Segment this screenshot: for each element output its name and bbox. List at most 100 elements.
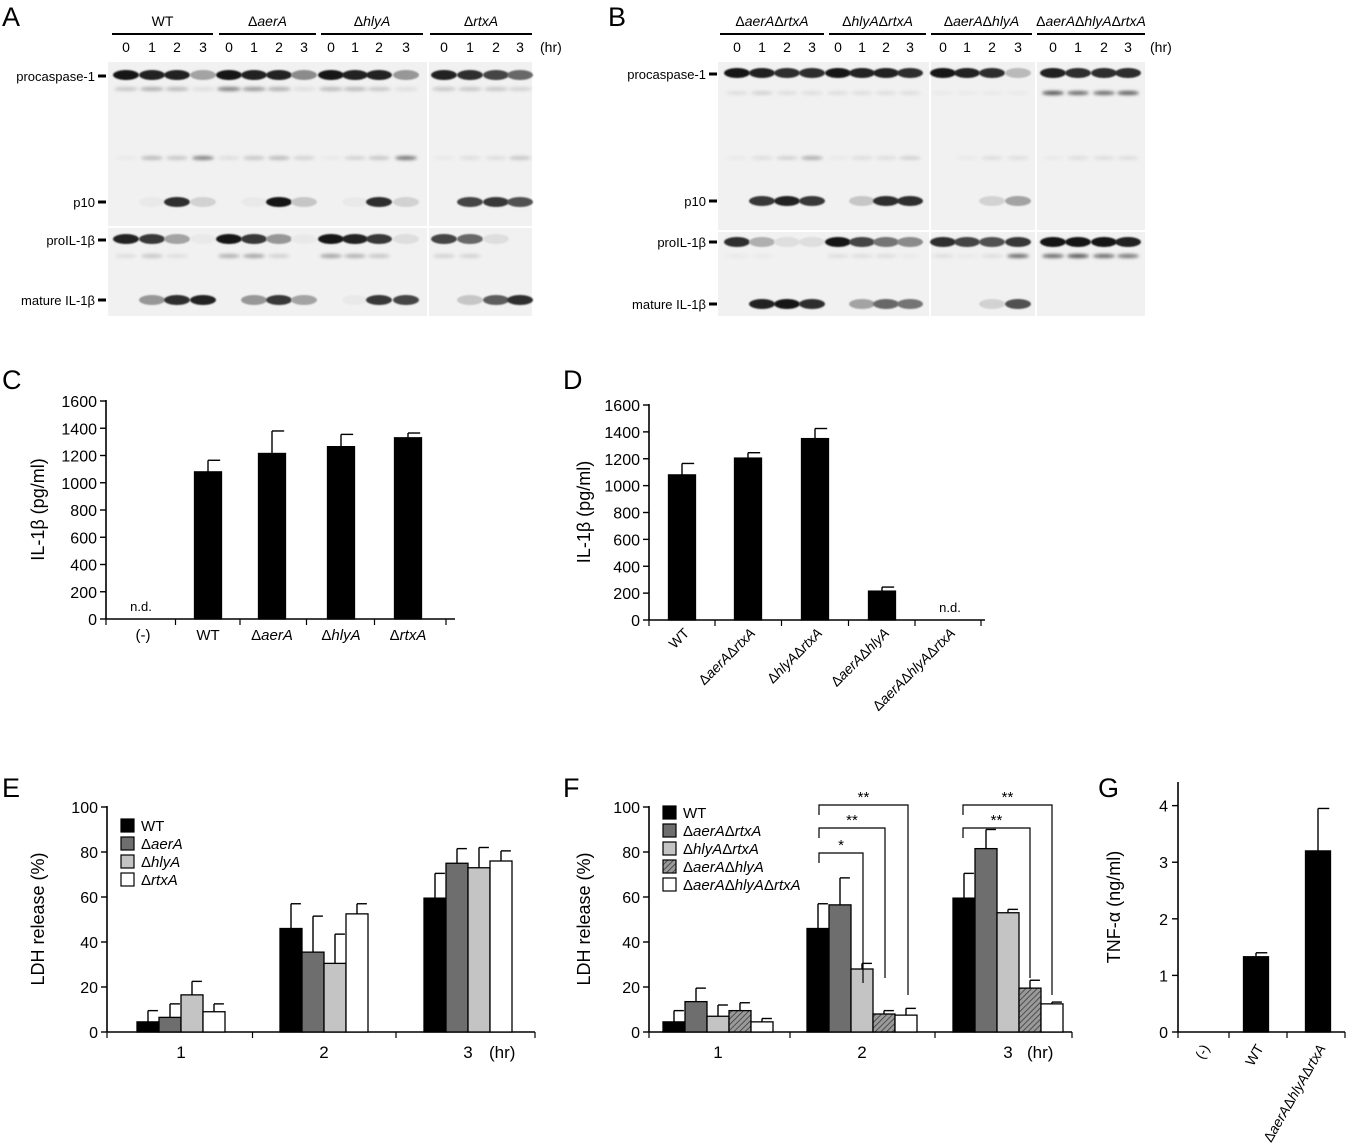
y-tick-label: 800 xyxy=(70,503,97,520)
bar xyxy=(996,912,1020,1033)
blot-band xyxy=(243,156,265,160)
blot-band xyxy=(873,299,899,309)
bar xyxy=(489,860,513,1033)
legend-swatch xyxy=(662,805,677,820)
blot-band xyxy=(291,70,317,80)
y-axis-label: IL-1β (pg/ml) xyxy=(28,458,48,560)
blot-band xyxy=(801,156,823,160)
blot-band xyxy=(266,295,292,305)
blot-band xyxy=(140,87,164,91)
blot-band xyxy=(166,254,188,258)
legend-swatch xyxy=(662,823,677,838)
x-tick-label: ΔaerAΔhlyAΔrtxA xyxy=(1260,1042,1329,1144)
y-tick-label: 1400 xyxy=(604,425,640,442)
legend-swatch xyxy=(120,818,135,833)
y-tick-label: 200 xyxy=(613,586,640,603)
blot-band xyxy=(291,234,317,244)
legend-swatch xyxy=(662,841,677,856)
blot-band xyxy=(459,254,481,258)
blot-band xyxy=(432,87,456,91)
blot-band xyxy=(774,237,800,247)
blot-band xyxy=(191,87,215,91)
blot-band xyxy=(1065,237,1091,247)
y-tick-label: 0 xyxy=(631,1025,640,1042)
blot-band xyxy=(1005,237,1031,247)
blot-band xyxy=(483,197,509,207)
x-tick-label: 2 xyxy=(857,1043,866,1062)
blot-band xyxy=(484,87,508,91)
blot-band xyxy=(749,237,775,247)
legend-label: ΔhlyAΔrtxA xyxy=(683,841,759,858)
x-tick-label: ΔrtxA xyxy=(390,627,427,644)
legend-swatch xyxy=(662,859,677,874)
blot-band xyxy=(930,68,956,78)
time-label: 0 xyxy=(939,39,947,55)
panel-a-marker-labels: procaspase-1 p10 proIL-1β mature IL-1β xyxy=(16,69,106,308)
panel-f-letter: F xyxy=(563,773,580,803)
legend-swatch xyxy=(662,877,677,892)
y-tick-label: 1000 xyxy=(61,476,97,493)
blot-band xyxy=(266,70,292,80)
significance-bracket xyxy=(818,804,909,995)
blot-band xyxy=(1091,237,1117,247)
blot-band xyxy=(749,68,775,78)
blot-band xyxy=(1093,91,1115,95)
blot-band xyxy=(932,91,954,95)
blot-band xyxy=(849,196,875,206)
blot-band xyxy=(366,295,392,305)
blot-band xyxy=(164,197,190,207)
bar xyxy=(257,452,287,620)
x-tick-label: ΔaerAΔrtxA xyxy=(695,625,758,688)
legend-label: WT xyxy=(683,805,706,822)
blot-band xyxy=(1067,156,1089,160)
y-tick-label: 1 xyxy=(1159,968,1168,985)
blot-band xyxy=(954,237,980,247)
x-tick-label: ΔhlyA xyxy=(321,627,360,644)
blot-band xyxy=(483,295,509,305)
y-tick-label: 3 xyxy=(1159,855,1168,872)
blot-band xyxy=(190,70,216,80)
blot-band xyxy=(433,156,455,160)
bar xyxy=(806,927,830,1033)
x-unit-label: (hr) xyxy=(1027,1043,1053,1062)
blot-band xyxy=(164,234,190,244)
blot-band xyxy=(319,87,343,91)
significance-label: ** xyxy=(991,812,1003,829)
blot-band xyxy=(849,237,875,247)
blot-band xyxy=(981,254,1003,258)
bar xyxy=(867,590,897,621)
significance-label: ** xyxy=(1002,789,1014,806)
blot-band xyxy=(507,197,533,207)
blot-band xyxy=(268,254,290,258)
blot-band xyxy=(218,254,240,258)
y-tick-label: 60 xyxy=(622,890,640,907)
blot-band xyxy=(776,156,798,160)
blot-band xyxy=(507,70,533,80)
time-label: 0 xyxy=(440,39,448,55)
panel-d-il1b-chart: D 0 200 400 600 800 1000 1200 1400 1600 IL-1β (pg… xyxy=(563,365,985,714)
blot-band xyxy=(241,70,267,80)
blot-band xyxy=(954,68,980,78)
time-label: 0 xyxy=(122,39,130,55)
blot-band xyxy=(1005,299,1031,309)
blot-band xyxy=(932,254,954,258)
blot-band xyxy=(343,87,367,91)
x-tick-label: 2 xyxy=(319,1043,328,1062)
blot-band xyxy=(242,87,266,91)
y-axis-label: TNF-α (ng/ml) xyxy=(1104,851,1124,963)
y-tick-label: 80 xyxy=(80,845,98,862)
blot-band xyxy=(1040,68,1066,78)
bar xyxy=(662,1021,686,1033)
blot-band xyxy=(799,299,825,309)
blot-band xyxy=(141,156,163,160)
blot-band xyxy=(165,87,189,91)
x-tick-label: ΔhlyAΔrtxA xyxy=(764,625,825,686)
blot-band xyxy=(749,299,775,309)
blot-band xyxy=(393,197,419,207)
bar xyxy=(872,1013,896,1033)
legend-label: ΔaerAΔhlyA xyxy=(683,859,764,876)
blot-band xyxy=(458,87,482,91)
